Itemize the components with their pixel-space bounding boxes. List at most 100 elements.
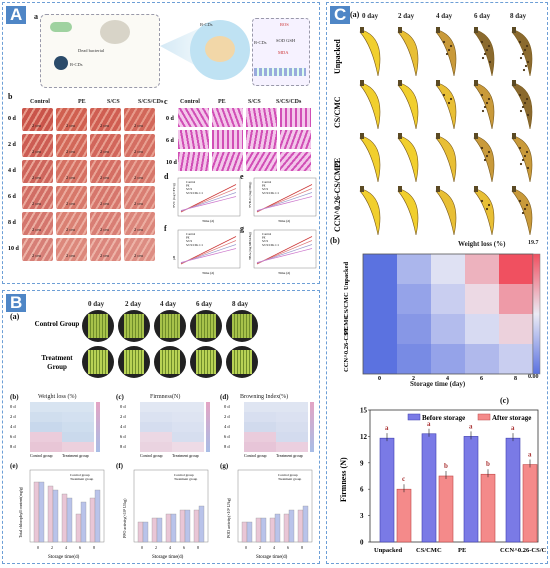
meat-sample <box>22 212 53 235</box>
meat-sample <box>22 134 53 157</box>
mini-chart-xlabel: Time (d) <box>202 219 215 223</box>
mini-legend: PE <box>262 184 266 188</box>
hm-day-label: 4 d <box>120 424 126 429</box>
firmness-bar <box>480 473 496 543</box>
banana-spot <box>447 48 451 52</box>
firmness-letter: c <box>402 475 405 483</box>
heatmap-cell <box>499 314 533 344</box>
banana-row-unpacked: Unpacked <box>333 39 342 74</box>
scale-text: 2 cm <box>66 253 75 258</box>
hm-day-label: 4 d <box>10 424 16 429</box>
hm-day-label: 6 d <box>224 434 230 439</box>
histology-image <box>246 130 277 149</box>
banana-day-0: 0 day <box>362 12 379 20</box>
asp-row-control: Control Group <box>34 320 80 329</box>
banana <box>359 188 381 236</box>
histo-day-label: 0 d <box>166 116 174 122</box>
firmness-ytick: 12 <box>360 433 368 441</box>
banana <box>435 135 457 183</box>
b-sub-f: (f) <box>116 462 123 470</box>
hm-cell <box>244 412 276 422</box>
meat-col-pe: PE <box>78 99 86 105</box>
meat-sample <box>90 134 121 157</box>
panel-c-label: C <box>330 6 351 24</box>
histology-image <box>212 130 243 149</box>
histology-image <box>280 130 311 149</box>
asparagus-bundle <box>124 350 144 374</box>
banana <box>473 29 495 77</box>
hm-day-label: 0 d <box>120 404 126 409</box>
banana-spot <box>442 93 446 97</box>
schematic-mda: MDA <box>278 50 289 55</box>
banana-spot <box>485 207 489 211</box>
b-bar-xtick: 2 <box>155 545 157 550</box>
meat-sample <box>56 160 87 183</box>
banana-stem <box>474 133 478 139</box>
asp-day-8: 8 day <box>232 300 249 308</box>
heatmap-cell <box>363 314 397 344</box>
c-sub-b: (b) <box>330 236 340 245</box>
banana-spot <box>526 113 530 117</box>
meat-sample <box>90 160 121 183</box>
scale-text: 2 cm <box>134 201 143 206</box>
b-bar <box>269 517 276 543</box>
banana-stem <box>512 27 516 33</box>
hm-cell <box>140 432 172 442</box>
meat-sample <box>90 238 121 261</box>
schematic: B-CDs Dead bacterial B-CDs ROS B-CDs SOD… <box>40 14 310 88</box>
firmness-bar <box>421 433 437 543</box>
hm-cell <box>276 442 308 452</box>
b-bar <box>260 517 267 543</box>
mini-chart-ylabel: TVC (log CFU/g) <box>172 182 176 208</box>
b-bar-legend: Control group <box>278 473 298 477</box>
hm-x-label: Treatment group <box>276 453 303 458</box>
firmness-xtick: PE <box>458 547 466 554</box>
firmness-ytick: 9 <box>360 459 364 467</box>
b-bar-xtick: 0 <box>141 545 143 550</box>
mini-series-line <box>180 196 237 211</box>
banana-spot <box>526 60 530 64</box>
mini-legend: PE <box>186 184 190 188</box>
scale-text: 2 cm <box>134 227 143 232</box>
banana-stem <box>398 133 402 139</box>
banana-spot <box>480 146 484 150</box>
asparagus-bundle <box>124 314 144 338</box>
hm-cell <box>62 422 94 432</box>
sub-e-label: e <box>240 172 244 181</box>
schematic-dead-bacteria: Dead bacterial <box>78 48 105 53</box>
hm-day-label: 8 d <box>10 444 16 449</box>
mini-legend: Control <box>186 180 195 184</box>
c-heatmap-cmax: 19.7 <box>528 240 539 246</box>
b-bar-xtick: 2 <box>51 545 53 550</box>
scale-text: 2 cm <box>134 123 143 128</box>
banana-spot <box>518 93 522 97</box>
banana <box>473 135 495 183</box>
b-bar <box>151 517 158 543</box>
banana-spot <box>480 40 484 44</box>
asp-row-treatment-text: Treatment Group <box>41 354 73 371</box>
hm-cell <box>172 402 204 412</box>
firmness-bar <box>396 488 412 543</box>
b-bar <box>66 497 73 543</box>
mini-series-line <box>256 248 313 263</box>
banana-stem <box>474 186 478 192</box>
mini-legend: PE <box>262 236 266 240</box>
banana-spot <box>445 52 449 56</box>
b-bar <box>184 509 191 543</box>
hm-colorbar <box>310 402 314 452</box>
mini-chart-ylabel: pH <box>172 255 176 260</box>
histology-image <box>280 152 311 171</box>
mini-legend: S/CS/CDs 1:1 <box>262 191 279 195</box>
hm-day-label: 8 d <box>224 444 230 449</box>
banana <box>511 188 533 236</box>
scale-text: 2 cm <box>32 123 41 128</box>
banana <box>397 29 419 77</box>
meat-sample <box>90 108 121 131</box>
asparagus-bundle <box>160 350 180 374</box>
hm-day-label: 0 d <box>10 404 16 409</box>
meat-sample <box>56 108 87 131</box>
banana-spot <box>485 101 489 105</box>
histo-col-pe: PE <box>218 99 226 105</box>
hm-day-label: 0 d <box>224 404 230 409</box>
banana-spot <box>524 64 528 68</box>
